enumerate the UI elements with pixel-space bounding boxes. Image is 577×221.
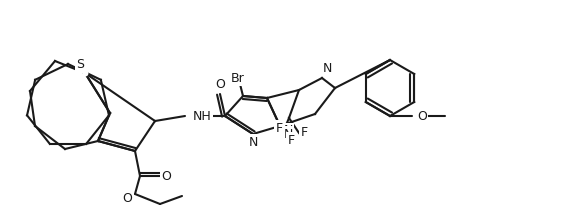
Text: F: F	[287, 133, 295, 147]
Text: N: N	[283, 128, 293, 141]
Text: O: O	[417, 109, 427, 122]
Text: F: F	[275, 122, 283, 135]
Text: F: F	[301, 126, 308, 139]
Text: O: O	[122, 192, 132, 204]
Text: S: S	[76, 59, 84, 72]
Text: O: O	[215, 78, 225, 91]
Text: N: N	[283, 124, 293, 137]
Text: N: N	[248, 135, 258, 149]
Text: N: N	[323, 61, 332, 74]
Text: O: O	[161, 170, 171, 183]
Text: Br: Br	[231, 72, 245, 84]
Text: NH: NH	[193, 109, 212, 122]
